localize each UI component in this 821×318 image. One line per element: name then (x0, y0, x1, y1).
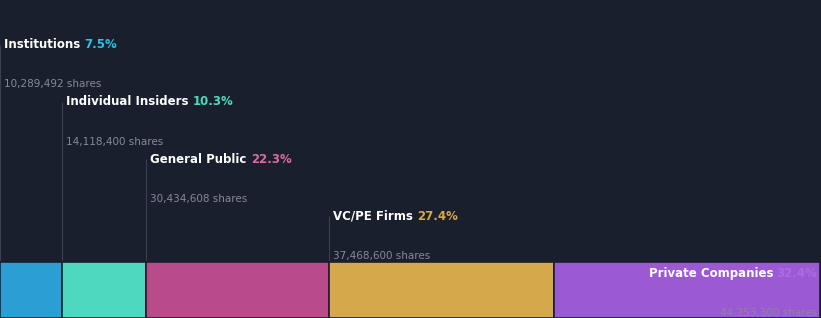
Text: 10,289,492 shares: 10,289,492 shares (4, 80, 102, 89)
Text: 22.3%: 22.3% (250, 153, 291, 166)
Text: 7.5%: 7.5% (85, 38, 117, 51)
Bar (146, 262, 329, 318)
Bar (62, 262, 146, 318)
Text: VC/PE Firms: VC/PE Firms (333, 210, 417, 223)
Text: 37,468,600 shares: 37,468,600 shares (333, 251, 430, 261)
Bar (0, 262, 62, 318)
Text: Individual Insiders: Individual Insiders (66, 95, 192, 108)
Text: 27.4%: 27.4% (417, 210, 458, 223)
Bar (329, 262, 554, 318)
Text: Institutions: Institutions (4, 38, 85, 51)
Text: 30,434,608 shares: 30,434,608 shares (150, 194, 247, 204)
Text: General Public: General Public (150, 153, 250, 166)
Text: Private Companies: Private Companies (649, 267, 773, 280)
Text: 10.3%: 10.3% (192, 95, 233, 108)
Text: 32.4%: 32.4% (776, 267, 817, 280)
Text: 44,253,300 shares: 44,253,300 shares (720, 308, 817, 318)
Text: 14,118,400 shares: 14,118,400 shares (66, 137, 163, 147)
Bar (554, 262, 820, 318)
